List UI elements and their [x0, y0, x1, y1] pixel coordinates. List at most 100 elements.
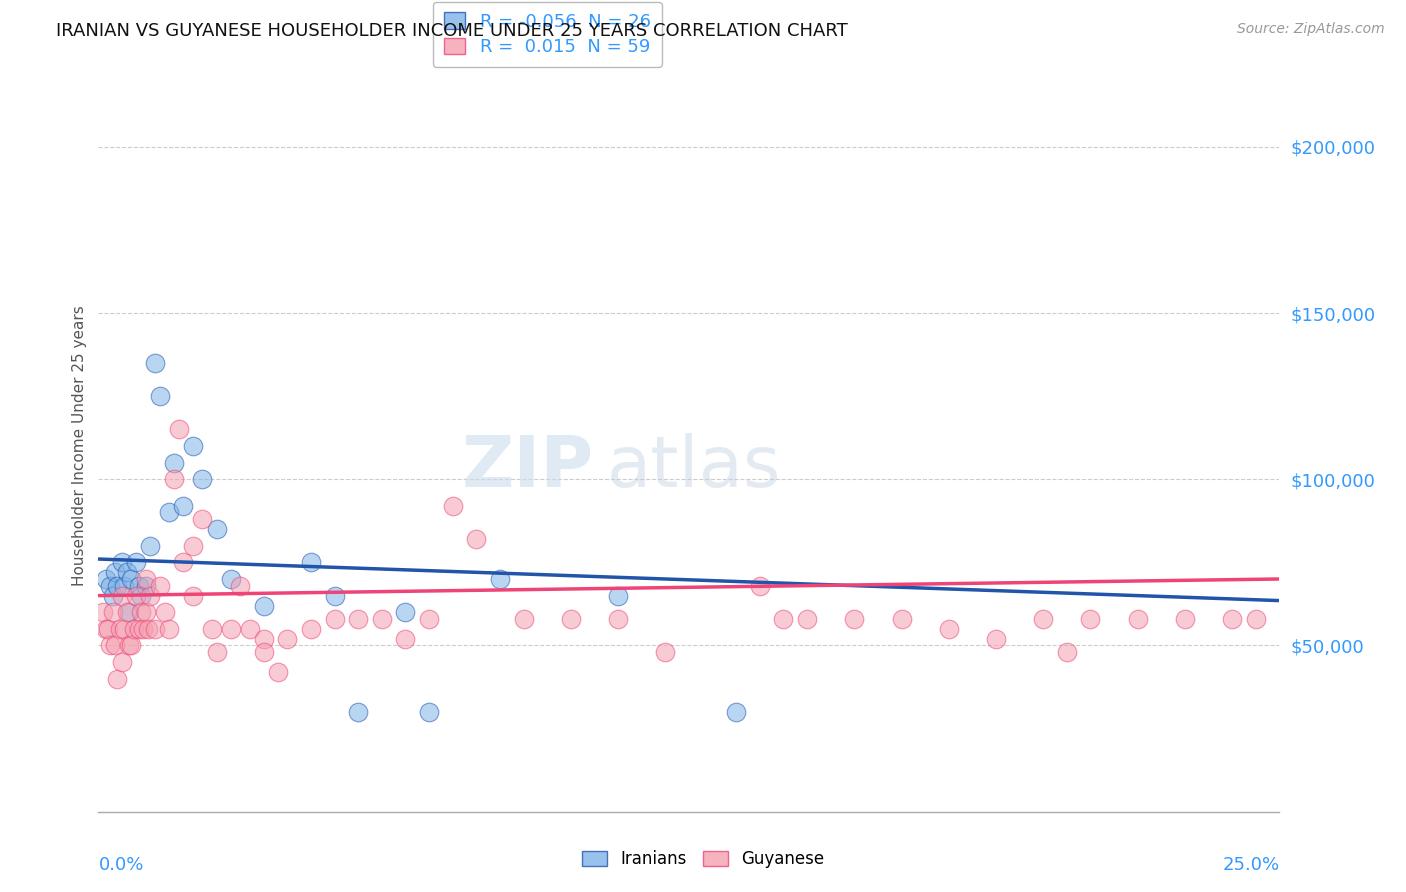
Point	[844, 612, 866, 626]
Point	[267, 665, 290, 679]
Point	[115, 605, 138, 619]
Point	[132, 622, 155, 636]
Point	[725, 705, 748, 719]
Point	[323, 612, 346, 626]
Point	[1220, 612, 1243, 626]
Point	[135, 572, 157, 586]
Point	[157, 622, 180, 636]
Point	[118, 605, 141, 619]
Text: 0.0%: 0.0%	[98, 855, 143, 873]
Point	[101, 589, 124, 603]
Point	[253, 632, 276, 646]
Point	[172, 499, 194, 513]
Point	[371, 612, 394, 626]
Point	[94, 572, 117, 586]
Point	[135, 579, 157, 593]
Point	[105, 579, 128, 593]
Point	[172, 555, 194, 569]
Point	[512, 612, 534, 626]
Point	[489, 572, 512, 586]
Point	[149, 389, 172, 403]
Point	[607, 589, 630, 603]
Point	[229, 579, 252, 593]
Point	[748, 579, 770, 593]
Point	[253, 599, 276, 613]
Legend: Iranians, Guyanese: Iranians, Guyanese	[575, 844, 831, 875]
Point	[128, 579, 150, 593]
Point	[1244, 612, 1267, 626]
Point	[143, 622, 166, 636]
Point	[129, 605, 152, 619]
Point	[219, 622, 242, 636]
Point	[97, 622, 120, 636]
Point	[136, 622, 159, 636]
Point	[299, 555, 322, 569]
Text: atlas: atlas	[606, 434, 780, 502]
Point	[1080, 612, 1102, 626]
Point	[128, 622, 150, 636]
Point	[1056, 645, 1078, 659]
Point	[441, 499, 464, 513]
Point	[111, 589, 134, 603]
Point	[163, 472, 186, 486]
Point	[201, 622, 224, 636]
Point	[1174, 612, 1197, 626]
Text: ZIP: ZIP	[463, 434, 595, 502]
Point	[129, 589, 152, 603]
Point	[418, 705, 440, 719]
Point	[181, 439, 204, 453]
Point	[139, 539, 162, 553]
Point	[465, 532, 488, 546]
Point	[984, 632, 1007, 646]
Point	[105, 672, 128, 686]
Point	[94, 622, 117, 636]
Point	[205, 522, 228, 536]
Point	[607, 612, 630, 626]
Point	[347, 705, 370, 719]
Point	[111, 655, 134, 669]
Point	[347, 612, 370, 626]
Point	[191, 472, 214, 486]
Point	[98, 579, 121, 593]
Point	[239, 622, 262, 636]
Point	[112, 622, 135, 636]
Point	[125, 555, 148, 569]
Point	[122, 622, 145, 636]
Point	[167, 422, 190, 436]
Point	[418, 612, 440, 626]
Text: IRANIAN VS GUYANESE HOUSEHOLDER INCOME UNDER 25 YEARS CORRELATION CHART: IRANIAN VS GUYANESE HOUSEHOLDER INCOME U…	[56, 22, 848, 40]
Point	[98, 639, 121, 653]
Point	[125, 589, 148, 603]
Legend: R = -0.056  N = 26, R =  0.015  N = 59: R = -0.056 N = 26, R = 0.015 N = 59	[433, 2, 662, 67]
Point	[890, 612, 912, 626]
Point	[135, 605, 157, 619]
Point	[1126, 612, 1149, 626]
Point	[796, 612, 818, 626]
Point	[104, 566, 127, 580]
Point	[219, 572, 242, 586]
Point	[181, 539, 204, 553]
Text: Source: ZipAtlas.com: Source: ZipAtlas.com	[1237, 22, 1385, 37]
Point	[143, 356, 166, 370]
Point	[157, 506, 180, 520]
Point	[118, 639, 141, 653]
Point	[153, 605, 176, 619]
Y-axis label: Householder Income Under 25 years: Householder Income Under 25 years	[72, 306, 87, 586]
Point	[394, 632, 416, 646]
Point	[205, 645, 228, 659]
Point	[139, 589, 162, 603]
Point	[253, 645, 276, 659]
Point	[149, 579, 172, 593]
Point	[323, 589, 346, 603]
Point	[121, 639, 143, 653]
Point	[108, 622, 131, 636]
Point	[163, 456, 186, 470]
Text: 25.0%: 25.0%	[1222, 855, 1279, 873]
Point	[1032, 612, 1054, 626]
Point	[938, 622, 960, 636]
Point	[181, 589, 204, 603]
Point	[394, 605, 416, 619]
Point	[276, 632, 298, 646]
Point	[104, 639, 127, 653]
Point	[91, 605, 114, 619]
